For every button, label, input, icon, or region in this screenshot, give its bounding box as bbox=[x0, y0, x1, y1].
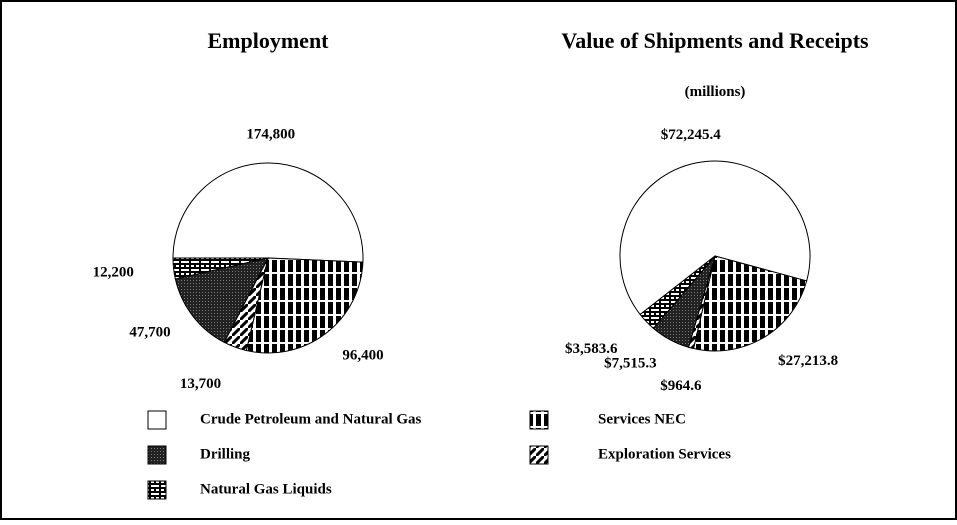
pie-slice bbox=[619, 160, 811, 316]
pie-slice bbox=[245, 257, 364, 354]
chart-title: Value of Shipments and Receipts bbox=[561, 28, 869, 53]
pie-slice bbox=[172, 257, 269, 280]
data-label: 174,800 bbox=[246, 126, 295, 142]
legend-swatch bbox=[147, 445, 167, 465]
pie-slice bbox=[174, 257, 269, 343]
data-label: $964.6 bbox=[660, 378, 702, 394]
legend-swatch bbox=[147, 410, 167, 430]
pie-slice bbox=[639, 255, 716, 330]
legend-label: Natural Gas Liquids bbox=[200, 481, 332, 497]
data-label: $3,583.6 bbox=[565, 341, 618, 357]
legend-swatch bbox=[529, 445, 549, 465]
data-label: $72,245.4 bbox=[661, 127, 722, 143]
pie-slice bbox=[692, 255, 808, 352]
legend-label: Crude Petroleum and Natural Gas bbox=[200, 411, 422, 427]
legend-swatch bbox=[147, 480, 167, 500]
data-label: $27,213.8 bbox=[778, 353, 838, 369]
data-label: 13,700 bbox=[180, 376, 221, 392]
data-label: 12,200 bbox=[93, 264, 134, 280]
legend-label: Drilling bbox=[200, 446, 251, 462]
chart-title: Employment bbox=[208, 28, 330, 53]
data-label: 96,400 bbox=[342, 347, 383, 363]
legend-label: Services NEC bbox=[598, 411, 686, 427]
chart-subtitle: (millions) bbox=[685, 84, 746, 100]
legend-label: Exploration Services bbox=[598, 446, 731, 462]
pie-slice bbox=[172, 162, 364, 263]
legend-swatch bbox=[529, 410, 549, 430]
data-label: $7,515.3 bbox=[604, 356, 657, 372]
data-label: 47,700 bbox=[129, 325, 170, 341]
